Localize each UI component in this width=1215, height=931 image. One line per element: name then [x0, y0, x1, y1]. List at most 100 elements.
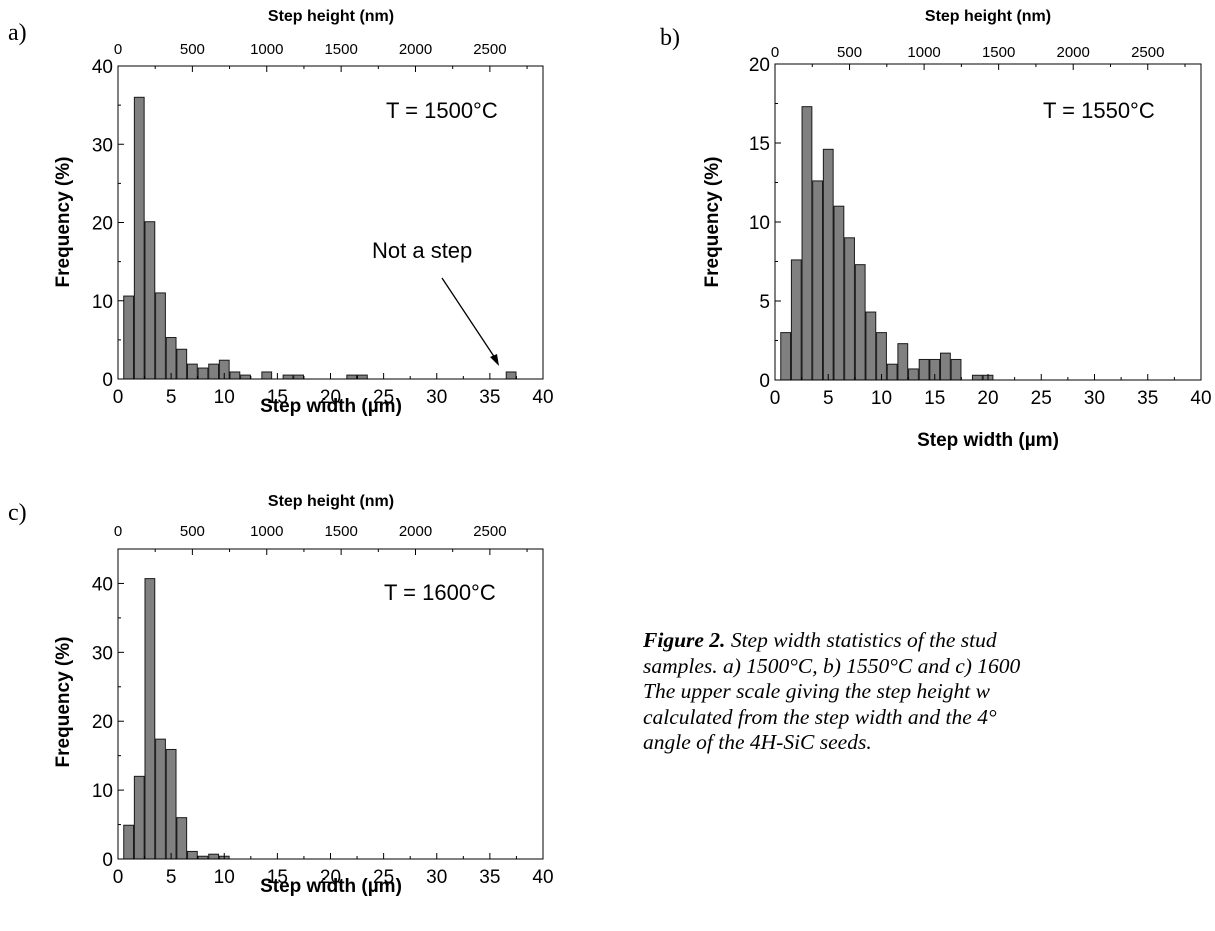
bar-a-15: [346, 374, 358, 380]
bar-b-5: [833, 205, 845, 381]
x-tick-label-a-7: 35: [479, 387, 500, 408]
x-ticks-a: 0 5 10 15 20 25 30 35 40: [113, 373, 554, 408]
bar-b-16: [950, 358, 962, 381]
caption-line-5: angle of the 4H-SiC seeds.: [643, 730, 872, 754]
bar-a-5: [176, 348, 188, 380]
top-tick-label-c-5: 2500: [473, 523, 506, 540]
caption-line-1: Figure 2. Step width statistics of the s…: [643, 628, 1215, 654]
y-tick-label-a-0: 0: [102, 370, 113, 391]
panel-label-a: a): [8, 20, 27, 46]
bar-b-8: [865, 311, 877, 381]
y-axis-title-b: Frequency (%): [702, 157, 723, 288]
y-tick-label-b-1: 5: [759, 292, 770, 313]
y-tick-label-a-4: 40: [92, 57, 113, 78]
y-axis-title-c: Frequency (%): [53, 637, 74, 768]
x-tick-label-c-4: 20: [320, 867, 341, 888]
top-tick-label-c-4: 2000: [399, 523, 432, 540]
bar-c-8: [208, 853, 220, 860]
top-tick-label-c-0: 0: [114, 523, 122, 540]
top-ticks-c: 0 500 1000 1500 2000 2500: [114, 523, 528, 555]
x-tick-label-c-7: 35: [479, 867, 500, 888]
y-tick-label-c-2: 20: [92, 712, 113, 733]
x-ticks-c: 0 5 10 15 20 25 30 35 40: [113, 853, 554, 888]
x-tick-label-c-2: 10: [214, 867, 235, 888]
top-tick-label-c-3: 1500: [324, 523, 357, 540]
y-tick-label-c-1: 10: [92, 781, 113, 802]
x-tick-label-b-4: 20: [977, 388, 998, 409]
caption-line-4: calculated from the step width and the 4…: [643, 704, 997, 729]
bar-a-11: [240, 374, 251, 380]
x-tick-label-a-6: 30: [426, 387, 447, 408]
top-tick-label-b-5: 2500: [1131, 44, 1164, 61]
bar-c-6: [186, 850, 198, 860]
top-tick-label-b-3: 1500: [982, 44, 1015, 61]
caption-label: Figure 2.: [643, 628, 726, 652]
top-ticks-b: 0 500 1000 1500 2000 2500: [771, 44, 1186, 70]
x-axis-title-a: Step width (µm): [260, 396, 402, 417]
bar-a-0: [123, 295, 135, 380]
bar-b-13: [918, 358, 930, 381]
x-tick-label-a-1: 5: [166, 387, 177, 408]
top-tick-label-b-2: 1000: [907, 44, 940, 61]
bar-a-14: [293, 374, 305, 380]
top-axis-title-c: Step height (nm): [268, 493, 394, 510]
x-tick-label-a-3: 15: [267, 387, 288, 408]
top-tick-label-b-1: 500: [837, 44, 862, 61]
bar-a-6: [186, 363, 198, 380]
y-ticks-b: 0 5 10 15 20: [749, 55, 781, 392]
bar-b-9: [876, 332, 887, 381]
x-ticks-b: 0 5 10 15 20 25 30 35 40: [770, 374, 1212, 409]
top-tick-label-b-0: 0: [771, 44, 779, 61]
top-tick-label-c-1: 500: [180, 523, 205, 540]
bar-a-13: [282, 374, 294, 380]
temperature-annotation-c: T = 1600°C: [384, 580, 496, 605]
bar-a-2: [144, 221, 156, 380]
x-tick-label-c-0: 0: [113, 867, 124, 888]
bar-b-15: [940, 352, 951, 381]
bar-b-0: [780, 332, 792, 381]
bar-b-1: [790, 259, 802, 381]
temperature-annotation-b: T = 1550°C: [1043, 98, 1155, 123]
x-tick-label-b-3: 15: [924, 388, 945, 409]
bar-b-4: [822, 148, 834, 381]
x-tick-label-b-7: 35: [1137, 388, 1158, 409]
bar-c-0: [123, 824, 135, 860]
bar-a-16: [356, 374, 368, 380]
bar-b-11: [897, 343, 909, 381]
top-tick-label-a-0: 0: [114, 41, 122, 58]
bar-b-12: [908, 368, 919, 381]
x-tick-label-c-5: 25: [373, 867, 394, 888]
top-tick-label-a-3: 1500: [324, 41, 357, 58]
bar-c-3: [155, 738, 166, 860]
y-ticks-c: 0 10 20 30 40: [92, 574, 124, 871]
panel-label-c: c): [8, 500, 27, 526]
bar-a-1: [133, 96, 145, 380]
panel-label-b: b): [660, 25, 680, 51]
y-tick-label-b-2: 10: [749, 213, 770, 234]
callout-arrow-line: [441, 277, 498, 362]
bar-a-4: [165, 337, 177, 380]
top-axis-title-b: Step height (nm): [925, 8, 1051, 25]
chart-panel-c: c) Step height (nm) 0 500 1000 1500 2000 2500…: [8, 493, 554, 897]
x-tick-label-c-3: 15: [267, 867, 288, 888]
x-tick-label-b-8: 40: [1190, 388, 1211, 409]
y-tick-label-b-3: 15: [749, 134, 770, 155]
y-tick-label-a-3: 30: [92, 135, 113, 156]
top-tick-label-a-5: 2500: [473, 41, 506, 58]
bar-a-3: [155, 292, 166, 380]
bar-c-1: [133, 775, 145, 860]
chart-panel-b: b) Step height (nm) 0 500 1000 1500 2000 2500…: [660, 8, 1212, 451]
y-tick-label-c-0: 0: [102, 850, 113, 871]
bar-b-17: [971, 374, 983, 381]
top-tick-label-b-4: 2000: [1057, 44, 1090, 61]
bar-b-7: [854, 264, 866, 381]
bar-c-2: [144, 578, 156, 860]
y-tick-label-c-4: 40: [92, 574, 113, 595]
top-tick-label-c-2: 1000: [250, 523, 283, 540]
y-tick-label-b-0: 0: [759, 371, 770, 392]
top-tick-label-a-1: 500: [180, 41, 205, 58]
y-tick-label-a-2: 20: [92, 214, 113, 235]
x-tick-label-c-8: 40: [532, 867, 553, 888]
x-tick-label-b-2: 10: [871, 388, 892, 409]
top-axis-title-a: Step height (nm): [268, 8, 394, 25]
